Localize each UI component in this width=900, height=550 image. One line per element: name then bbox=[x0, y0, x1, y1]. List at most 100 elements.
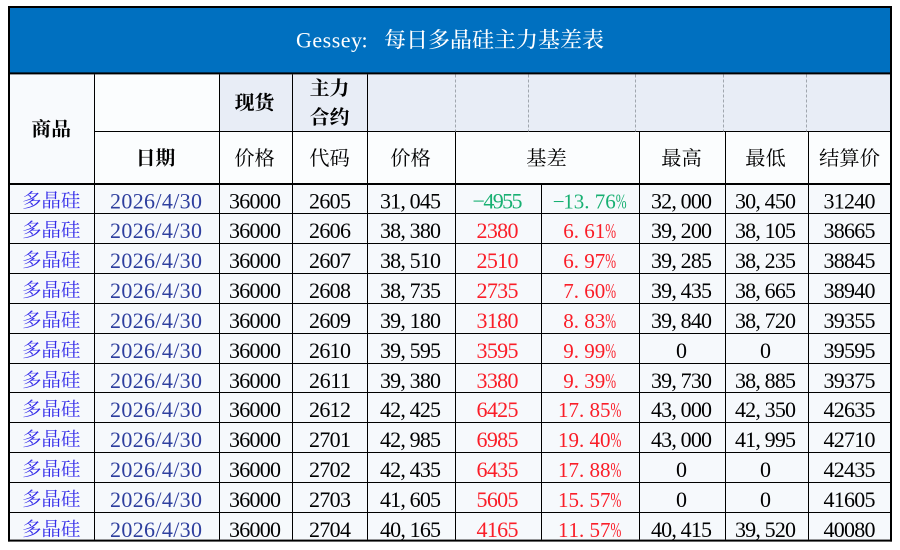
svg-text:38665: 38665 bbox=[824, 218, 876, 243]
svg-text:39375: 39375 bbox=[824, 368, 876, 393]
svg-text:36000: 36000 bbox=[229, 218, 281, 243]
svg-text:0: 0 bbox=[760, 487, 771, 512]
svg-text:%: % bbox=[611, 398, 622, 422]
svg-text:%: % bbox=[611, 428, 622, 452]
svg-text:0: 0 bbox=[676, 487, 687, 512]
svg-text:39, 840: 39, 840 bbox=[651, 308, 712, 333]
svg-text:2735: 2735 bbox=[477, 278, 519, 303]
svg-text:2610: 2610 bbox=[309, 338, 351, 363]
svg-text:39, 435: 39, 435 bbox=[651, 278, 712, 303]
svg-text:42, 435: 42, 435 bbox=[380, 457, 441, 482]
svg-text:40, 415: 40, 415 bbox=[651, 517, 712, 542]
svg-text:2026/4/30: 2026/4/30 bbox=[110, 308, 202, 333]
svg-text:6425: 6425 bbox=[477, 397, 519, 422]
svg-text:38, 380: 38, 380 bbox=[380, 218, 441, 243]
svg-text:36000: 36000 bbox=[229, 427, 281, 452]
svg-text:39, 200: 39, 200 bbox=[651, 218, 712, 243]
svg-text:39355: 39355 bbox=[824, 308, 876, 333]
svg-text:2612: 2612 bbox=[309, 397, 351, 422]
svg-text:36000: 36000 bbox=[229, 278, 281, 303]
svg-text:6435: 6435 bbox=[477, 457, 519, 482]
svg-text:43, 000: 43, 000 bbox=[651, 397, 712, 422]
svg-text:2026/4/30: 2026/4/30 bbox=[110, 188, 202, 213]
svg-text:9.99: 9.99 bbox=[563, 339, 605, 363]
svg-text:2026/4/30: 2026/4/30 bbox=[110, 427, 202, 452]
svg-text:2510: 2510 bbox=[477, 248, 519, 273]
svg-text:6985: 6985 bbox=[477, 427, 519, 452]
svg-text:41605: 41605 bbox=[824, 487, 876, 512]
svg-text:38, 105: 38, 105 bbox=[735, 218, 796, 243]
svg-text:−13.76: −13.76 bbox=[553, 189, 616, 213]
svg-text:2606: 2606 bbox=[309, 218, 351, 243]
svg-text:38, 235: 38, 235 bbox=[735, 248, 796, 273]
svg-text:39595: 39595 bbox=[824, 338, 876, 363]
svg-text:0: 0 bbox=[676, 457, 687, 482]
svg-text:3380: 3380 bbox=[477, 368, 519, 393]
svg-text:2605: 2605 bbox=[309, 188, 351, 213]
svg-text:%: % bbox=[605, 279, 616, 303]
svg-text:40, 165: 40, 165 bbox=[380, 517, 441, 542]
svg-text:%: % bbox=[605, 369, 616, 393]
svg-text:41, 995: 41, 995 bbox=[735, 427, 796, 452]
svg-text:39, 730: 39, 730 bbox=[651, 368, 712, 393]
svg-text:38940: 38940 bbox=[824, 278, 876, 303]
svg-text:−4955: −4955 bbox=[473, 188, 523, 213]
svg-text:32, 000: 32, 000 bbox=[651, 188, 712, 213]
svg-text:0: 0 bbox=[760, 338, 771, 363]
svg-text:42635: 42635 bbox=[824, 397, 876, 422]
svg-text:%: % bbox=[611, 518, 622, 542]
svg-text:3595: 3595 bbox=[477, 338, 519, 363]
svg-text:2609: 2609 bbox=[309, 308, 351, 333]
svg-text:38, 735: 38, 735 bbox=[380, 278, 441, 303]
svg-text:2026/4/30: 2026/4/30 bbox=[110, 338, 202, 363]
svg-text:%: % bbox=[611, 488, 622, 512]
svg-text:6.97: 6.97 bbox=[563, 249, 605, 273]
svg-text:43, 000: 43, 000 bbox=[651, 427, 712, 452]
svg-text:38, 720: 38, 720 bbox=[735, 308, 796, 333]
svg-text:%: % bbox=[605, 339, 616, 363]
svg-text:39, 180: 39, 180 bbox=[380, 308, 441, 333]
svg-text:39, 595: 39, 595 bbox=[380, 338, 441, 363]
svg-text:2380: 2380 bbox=[477, 218, 519, 243]
svg-text:39, 285: 39, 285 bbox=[651, 248, 712, 273]
svg-text:0: 0 bbox=[676, 338, 687, 363]
svg-text:2026/4/30: 2026/4/30 bbox=[110, 457, 202, 482]
svg-text:5605: 5605 bbox=[477, 487, 519, 512]
svg-text:%: % bbox=[611, 458, 622, 482]
svg-text:36000: 36000 bbox=[229, 368, 281, 393]
svg-text:2702: 2702 bbox=[309, 457, 351, 482]
svg-text:2701: 2701 bbox=[309, 427, 351, 452]
svg-text:2611: 2611 bbox=[309, 368, 351, 393]
svg-text:38, 510: 38, 510 bbox=[380, 248, 441, 273]
svg-text:36000: 36000 bbox=[229, 248, 281, 273]
svg-text:39, 520: 39, 520 bbox=[735, 517, 796, 542]
svg-text:41, 605: 41, 605 bbox=[380, 487, 441, 512]
svg-text:31, 045: 31, 045 bbox=[380, 188, 441, 213]
svg-text:2608: 2608 bbox=[309, 278, 351, 303]
svg-text:42, 985: 42, 985 bbox=[380, 427, 441, 452]
svg-text:%: % bbox=[605, 309, 616, 333]
svg-text:42, 350: 42, 350 bbox=[735, 397, 796, 422]
svg-text:42, 425: 42, 425 bbox=[380, 397, 441, 422]
svg-text:2607: 2607 bbox=[309, 248, 351, 273]
svg-text:8.83: 8.83 bbox=[563, 309, 605, 333]
svg-text:4165: 4165 bbox=[477, 517, 519, 542]
svg-text:7.60: 7.60 bbox=[563, 279, 605, 303]
svg-text:3180: 3180 bbox=[477, 308, 519, 333]
svg-text:31240: 31240 bbox=[824, 188, 876, 213]
svg-text:Gessey: Gessey bbox=[296, 28, 362, 53]
svg-text:%: % bbox=[605, 249, 616, 273]
svg-text:2026/4/30: 2026/4/30 bbox=[110, 517, 202, 542]
svg-text:2026/4/30: 2026/4/30 bbox=[110, 368, 202, 393]
svg-text::: : bbox=[362, 28, 368, 53]
svg-text:42435: 42435 bbox=[824, 457, 876, 482]
svg-text:2026/4/30: 2026/4/30 bbox=[110, 248, 202, 273]
svg-text:40080: 40080 bbox=[824, 517, 876, 542]
svg-text:0: 0 bbox=[760, 457, 771, 482]
svg-text:2026/4/30: 2026/4/30 bbox=[110, 487, 202, 512]
svg-text:38, 665: 38, 665 bbox=[735, 278, 796, 303]
svg-text:2026/4/30: 2026/4/30 bbox=[110, 218, 202, 243]
svg-text:36000: 36000 bbox=[229, 487, 281, 512]
svg-text:36000: 36000 bbox=[229, 308, 281, 333]
svg-text:36000: 36000 bbox=[229, 397, 281, 422]
